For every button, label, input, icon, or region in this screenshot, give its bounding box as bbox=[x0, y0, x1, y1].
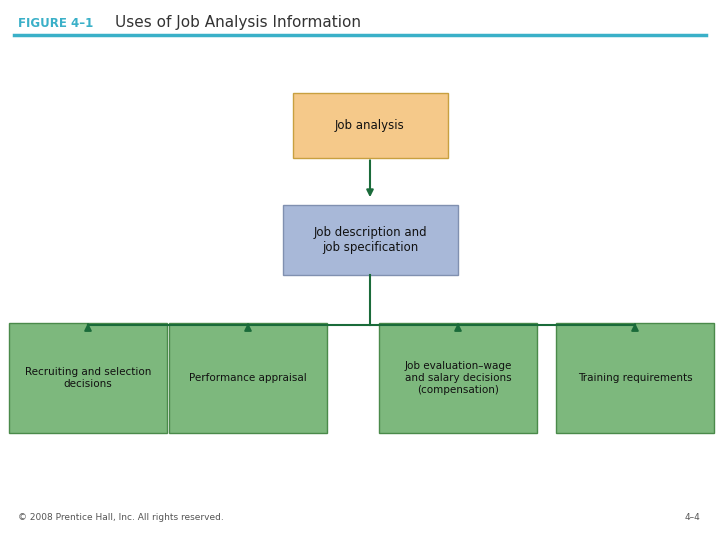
FancyBboxPatch shape bbox=[282, 205, 457, 275]
Text: FIGURE 4–1: FIGURE 4–1 bbox=[18, 17, 94, 30]
FancyBboxPatch shape bbox=[556, 323, 714, 433]
FancyBboxPatch shape bbox=[292, 92, 448, 158]
Text: Training requirements: Training requirements bbox=[577, 373, 693, 383]
FancyBboxPatch shape bbox=[9, 323, 167, 433]
FancyBboxPatch shape bbox=[169, 323, 327, 433]
Text: Job description and
job specification: Job description and job specification bbox=[313, 226, 427, 254]
Text: Performance appraisal: Performance appraisal bbox=[189, 373, 307, 383]
Text: Job evaluation–wage
and salary decisions
(compensation): Job evaluation–wage and salary decisions… bbox=[405, 361, 512, 395]
Text: Uses of Job Analysis Information: Uses of Job Analysis Information bbox=[115, 15, 361, 30]
Text: 4–4: 4–4 bbox=[684, 513, 700, 522]
Text: © 2008 Prentice Hall, Inc. All rights reserved.: © 2008 Prentice Hall, Inc. All rights re… bbox=[18, 513, 224, 522]
Text: Job analysis: Job analysis bbox=[335, 118, 405, 132]
Text: Recruiting and selection
decisions: Recruiting and selection decisions bbox=[24, 367, 151, 389]
FancyBboxPatch shape bbox=[379, 323, 537, 433]
